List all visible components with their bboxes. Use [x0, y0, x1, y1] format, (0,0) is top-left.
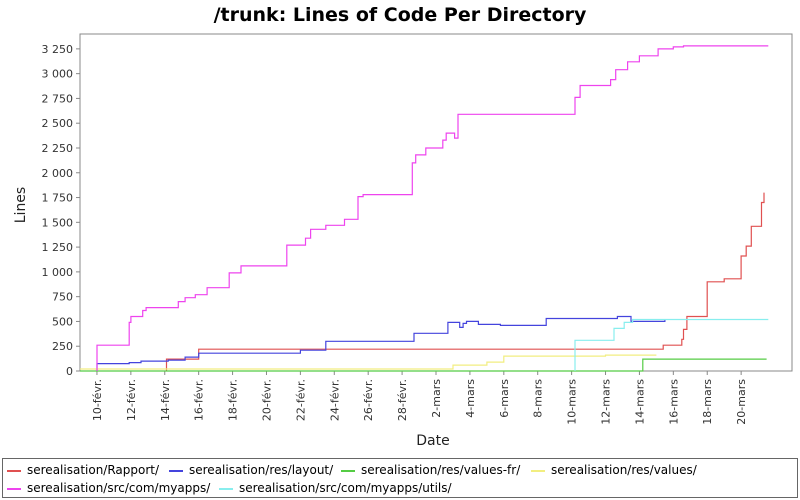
legend-item: serealisation/res/layout/	[169, 461, 333, 479]
series-line-4	[96, 45, 769, 371]
y-tick-label: 0	[66, 365, 73, 378]
series-line-3	[80, 354, 657, 370]
x-tick-label: 10-févr.	[91, 379, 104, 421]
y-tick-label: 1 500	[42, 216, 74, 229]
legend-item: serealisation/Rapport/	[7, 461, 159, 479]
x-tick-label: 20-mars	[735, 379, 748, 425]
x-tick-label: 14-mars	[633, 379, 646, 425]
x-tick-label: 6-mars	[498, 379, 511, 418]
legend-swatch	[219, 487, 233, 490]
y-tick-label: 3 250	[42, 43, 74, 56]
y-tick-label: 2 250	[42, 142, 74, 155]
x-tick-label: 16-févr.	[193, 379, 206, 421]
legend-row: serealisation/src/com/myapps/serealisati…	[3, 479, 793, 497]
y-tick-label: 3 000	[42, 68, 74, 81]
x-tick-label: 12-mars	[600, 379, 613, 425]
x-tick-label: 10-mars	[566, 379, 579, 425]
legend-row: serealisation/Rapport/serealisation/res/…	[3, 461, 793, 479]
legend-item: serealisation/src/com/myapps/utils/	[219, 479, 452, 497]
x-axis-label: Date	[416, 433, 449, 449]
legend-label: serealisation/res/values-fr/	[361, 463, 521, 477]
legend-label: serealisation/src/com/myapps/	[27, 481, 211, 495]
x-tick-label: 14-févr.	[159, 379, 172, 421]
y-tick-label: 2 500	[42, 117, 74, 130]
legend-label: serealisation/src/com/myapps/utils/	[239, 481, 452, 495]
legend-item: serealisation/res/values/	[531, 461, 697, 479]
legend-label: serealisation/res/layout/	[189, 463, 334, 477]
x-tick-label: 22-févr.	[294, 379, 307, 421]
legend: serealisation/Rapport/serealisation/res/…	[2, 458, 798, 498]
x-tick-label: 4-mars	[464, 379, 477, 418]
plot-area	[79, 33, 793, 372]
x-tick-label: 20-févr.	[260, 379, 273, 421]
legend-swatch	[341, 469, 355, 472]
y-tick-label: 2 000	[42, 167, 74, 180]
legend-label: serealisation/res/values/	[551, 463, 697, 477]
y-tick-label: 2 750	[42, 92, 74, 105]
series-line-0	[165, 192, 765, 371]
x-tick-label: 2-mars	[430, 379, 443, 418]
x-tick-label: 8-mars	[532, 379, 545, 418]
x-tick-label: 28-févr.	[396, 379, 409, 421]
y-tick-label: 1 250	[42, 241, 74, 254]
y-axis: 0 250 500 750 1 000 1 250 1 500 1 750 2 000 2 250…	[42, 43, 80, 378]
chart: /trunk: Lines of Code Per Directory 0 250…	[13, 4, 793, 449]
legend-swatch	[169, 469, 183, 472]
x-tick-label: 26-févr.	[362, 379, 375, 421]
legend-item: serealisation/res/values-fr/	[341, 461, 520, 479]
x-tick-label: 18-mars	[701, 379, 714, 425]
x-axis: 10-févr. 12-févr. 14-févr. 16-févr. 18-févr.…	[91, 371, 748, 425]
x-tick-label: 12-févr.	[125, 379, 138, 421]
legend-swatch	[7, 469, 21, 472]
y-tick-label: 1 000	[42, 266, 74, 279]
series-lines	[80, 45, 769, 372]
y-tick-label: 1 750	[42, 192, 74, 205]
chart-title: /trunk: Lines of Code Per Directory	[214, 4, 587, 26]
y-axis-label: Lines	[13, 187, 29, 223]
x-tick-label: 18-févr.	[227, 379, 240, 421]
legend-label: serealisation/Rapport/	[27, 463, 160, 477]
y-tick-label: 750	[52, 291, 73, 304]
y-tick-label: 250	[52, 340, 73, 353]
legend-swatch	[531, 469, 545, 472]
x-tick-label: 16-mars	[667, 379, 680, 425]
legend-item: serealisation/src/com/myapps/	[7, 479, 210, 497]
series-line-5	[574, 318, 769, 371]
series-line-1	[96, 315, 666, 371]
x-tick-label: 24-févr.	[328, 379, 341, 421]
series-line-2	[80, 358, 767, 372]
legend-swatch	[7, 487, 21, 490]
y-tick-label: 500	[52, 315, 73, 328]
